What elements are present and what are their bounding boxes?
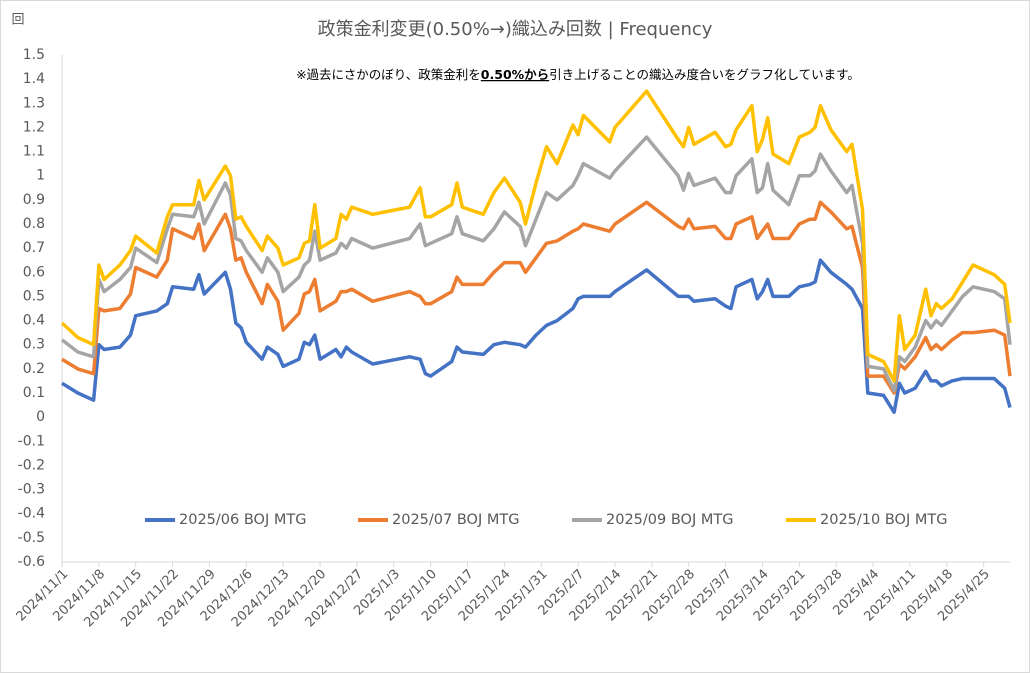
legend-label: 2025/09 BOJ MTG	[606, 512, 733, 528]
y-tick-label: -0.4	[18, 506, 45, 522]
y-tick-label: 1.3	[23, 95, 45, 111]
y-tick-label: -0.6	[18, 554, 45, 570]
y-tick-label: -0.3	[18, 482, 45, 498]
chart-title: 政策金利変更(0.50%→)織込み回数 | Frequency	[318, 19, 713, 40]
y-tick-label: 1	[36, 168, 45, 184]
y-tick-label: 0.7	[23, 240, 45, 256]
y-tick-label: 0.2	[23, 361, 45, 377]
y-tick-label: -0.2	[18, 457, 45, 473]
y-tick-label: 1.2	[23, 119, 45, 135]
note-part: 0.50%から	[481, 67, 549, 82]
y-tick-label: 0.3	[23, 337, 45, 353]
y-tick-label: 1.1	[23, 144, 45, 160]
y-tick-label: 0.5	[23, 288, 45, 304]
y-tick-label: 0.6	[23, 264, 45, 280]
legend-label: 2025/06 BOJ MTG	[179, 512, 306, 528]
note-part: ※過去にさかのぼり、政策金利を	[296, 67, 481, 82]
legend-label: 2025/10 BOJ MTG	[820, 512, 947, 528]
y-tick-label: 1.4	[23, 71, 45, 87]
y-unit: 回	[11, 13, 24, 28]
legend-label: 2025/07 BOJ MTG	[392, 512, 519, 528]
y-tick-label: 0.4	[23, 313, 45, 329]
y-tick-label: 0	[36, 409, 45, 425]
y-tick-label: 0.8	[23, 216, 45, 232]
y-tick-label: 1.5	[23, 47, 45, 63]
y-tick-label: -0.1	[18, 433, 45, 449]
note-part: 引き上げることの織込み度合いをグラフ化しています。	[549, 67, 860, 82]
series-line	[60, 89, 1012, 383]
y-tick-label: -0.5	[18, 530, 45, 546]
series-line	[61, 258, 1012, 415]
note: ※過去にさかのぼり、政策金利を0.50%から引き上げることの織込み度合いをグラフ…	[296, 67, 860, 82]
y-tick-label: 0.9	[23, 192, 45, 208]
y-tick-label: 0.1	[23, 385, 45, 401]
